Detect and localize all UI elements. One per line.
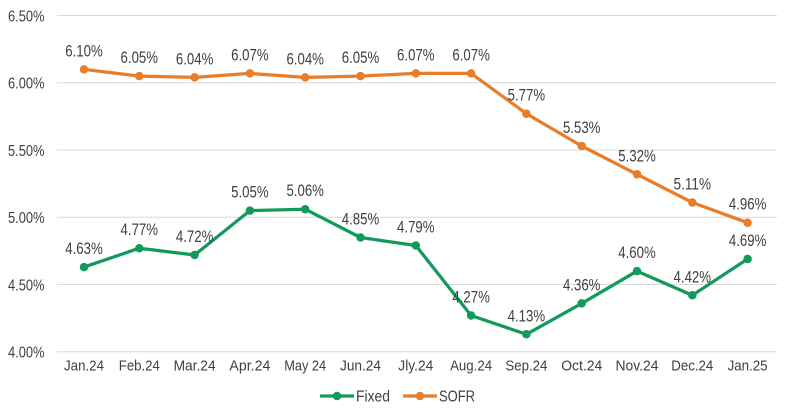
svg-text:Mar.24: Mar.24 <box>174 358 216 375</box>
svg-text:Sep.24: Sep.24 <box>505 358 547 375</box>
svg-text:5.53%: 5.53% <box>563 119 601 137</box>
svg-text:6.05%: 6.05% <box>121 49 159 67</box>
svg-text:6.50%: 6.50% <box>8 8 45 25</box>
svg-text:4.42%: 4.42% <box>674 268 712 286</box>
svg-text:6.07%: 6.07% <box>452 46 490 64</box>
svg-text:4.27%: 4.27% <box>452 289 490 307</box>
svg-text:Nov.24: Nov.24 <box>616 358 659 375</box>
svg-text:4.69%: 4.69% <box>729 232 767 250</box>
svg-text:6.00%: 6.00% <box>8 76 45 93</box>
svg-text:Jan.24: Jan.24 <box>64 358 104 375</box>
svg-text:4.85%: 4.85% <box>342 211 380 229</box>
svg-text:4.63%: 4.63% <box>65 240 103 258</box>
svg-text:6.05%: 6.05% <box>342 49 380 67</box>
svg-text:6.04%: 6.04% <box>176 50 214 68</box>
svg-text:4.13%: 4.13% <box>508 307 546 325</box>
svg-text:4.79%: 4.79% <box>397 219 435 237</box>
svg-text:4.00%: 4.00% <box>8 345 45 362</box>
svg-text:6.07%: 6.07% <box>231 46 269 64</box>
svg-text:4.60%: 4.60% <box>618 244 656 262</box>
svg-text:5.50%: 5.50% <box>8 143 45 160</box>
svg-text:Jan.25: Jan.25 <box>728 358 768 375</box>
svg-text:6.07%: 6.07% <box>397 46 435 64</box>
svg-text:5.06%: 5.06% <box>286 182 324 200</box>
svg-text:4.36%: 4.36% <box>563 276 601 294</box>
svg-text:5.11%: 5.11% <box>674 176 712 194</box>
svg-text:4.72%: 4.72% <box>176 228 214 246</box>
svg-text:5.00%: 5.00% <box>8 210 45 227</box>
svg-text:Oct.24: Oct.24 <box>561 358 602 375</box>
svg-text:4.96%: 4.96% <box>729 196 767 214</box>
svg-text:5.32%: 5.32% <box>618 147 656 165</box>
svg-text:6.04%: 6.04% <box>286 50 324 68</box>
svg-text:Dec.24: Dec.24 <box>671 358 713 375</box>
svg-text:5.05%: 5.05% <box>231 184 269 202</box>
svg-text:Jly.24: Jly.24 <box>398 358 433 375</box>
svg-text:6.10%: 6.10% <box>65 42 103 60</box>
svg-text:Fixed: Fixed <box>356 389 390 406</box>
svg-text:4.50%: 4.50% <box>8 277 45 294</box>
svg-text:May 24: May 24 <box>284 358 326 375</box>
svg-text:SOFR: SOFR <box>439 389 475 406</box>
svg-text:4.77%: 4.77% <box>121 221 159 239</box>
svg-text:Aug.24: Aug.24 <box>450 358 492 375</box>
svg-text:Feb.24: Feb.24 <box>119 358 160 375</box>
svg-text:5.77%: 5.77% <box>508 87 546 105</box>
svg-text:Jun.24: Jun.24 <box>340 358 381 375</box>
svg-text:Apr.24: Apr.24 <box>229 358 270 375</box>
